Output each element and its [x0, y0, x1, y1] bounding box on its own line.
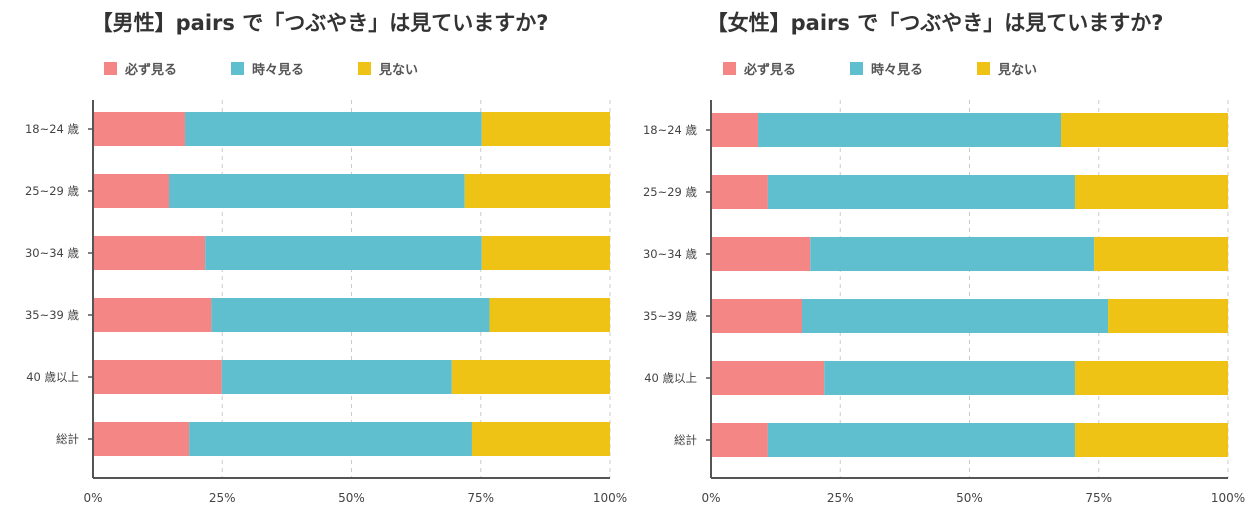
- bar-segment: [93, 236, 206, 270]
- bar-segment: [767, 175, 1075, 209]
- x-tick-label: 100%: [1211, 491, 1245, 505]
- x-tick-label: 50%: [338, 491, 365, 505]
- category-label: 総計: [56, 432, 79, 446]
- x-tick-label: 25%: [209, 491, 236, 505]
- bar-segment: [1074, 175, 1228, 209]
- legend-label: 必ず見る: [124, 62, 177, 78]
- bar-segment: [168, 174, 465, 208]
- bar-segment: [211, 298, 490, 332]
- legend-swatch: [358, 62, 371, 75]
- legend-swatch: [977, 62, 990, 75]
- legend-label: 時々見る: [252, 62, 304, 78]
- x-tick-label: 75%: [467, 491, 494, 505]
- x-tick-label: 75%: [1085, 491, 1112, 505]
- bar-segment: [464, 174, 610, 208]
- category-label: 30~34 歳: [643, 247, 698, 261]
- chart-female: 【女性】pairs で「つぶやき」は見ていますか? 必ず見る 時々見る 見ない 0% 25…: [643, 11, 1245, 505]
- legend-label: 見ない: [997, 63, 1037, 78]
- x-tick-label: 50%: [956, 491, 983, 505]
- x-tick-label: 25%: [827, 491, 854, 505]
- bar-segment: [1094, 237, 1228, 271]
- category-label: 40 歳以上: [644, 371, 697, 385]
- category-label: 40 歳以上: [26, 370, 79, 384]
- bar-segment: [1108, 299, 1228, 333]
- bar-segment: [801, 299, 1109, 333]
- bar-segment: [93, 298, 212, 332]
- category-label: 25~29 歳: [25, 184, 80, 198]
- chart-title: 【女性】pairs で「つぶやき」は見ていますか?: [707, 11, 1164, 35]
- x-tick-label: 0%: [83, 491, 102, 505]
- bar-segment: [767, 423, 1075, 457]
- bar-segment: [758, 113, 1062, 147]
- x-tick-label: 0%: [701, 491, 720, 505]
- bar-segment: [451, 360, 610, 394]
- bar-segment: [711, 423, 768, 457]
- bar-segment: [93, 422, 190, 456]
- chart-male: 【男性】pairs で「つぶやき」は見ていますか? 必ず見る 時々見る 見ない 0% 25…: [25, 11, 627, 505]
- bar-segment: [711, 113, 759, 147]
- legend-label: 時々見る: [871, 62, 923, 78]
- bar-segment: [810, 237, 1095, 271]
- legend-label: 見ない: [378, 63, 418, 78]
- legend-swatch: [231, 62, 244, 75]
- legend-swatch: [104, 62, 117, 75]
- bar-segment: [93, 174, 169, 208]
- bar-segment: [489, 298, 610, 332]
- legend-swatch: [850, 62, 863, 75]
- bar-segment: [481, 236, 610, 270]
- bar-segment: [481, 112, 610, 146]
- bar-segment: [185, 112, 482, 146]
- bar-segment: [189, 422, 472, 456]
- bar-segment: [1074, 361, 1228, 395]
- bar-segment: [1061, 113, 1228, 147]
- legend-label: 必ず見る: [743, 62, 796, 78]
- bar-segment: [93, 360, 222, 394]
- bar-segment: [1074, 423, 1228, 457]
- category-label: 25~29 歳: [643, 185, 698, 199]
- bar-segment: [711, 175, 768, 209]
- chart-title: 【男性】pairs で「つぶやき」は見ていますか?: [92, 11, 549, 35]
- legend-swatch: [723, 62, 736, 75]
- bar-segment: [711, 237, 811, 271]
- x-tick-label: 100%: [593, 491, 627, 505]
- category-label: 18~24 歳: [25, 122, 80, 136]
- category-label: 18~24 歳: [643, 123, 698, 137]
- category-label: 35~39 歳: [25, 308, 80, 322]
- bar-segment: [205, 236, 482, 270]
- category-label: 35~39 歳: [643, 309, 698, 323]
- bar-segment: [824, 361, 1075, 395]
- category-label: 総計: [674, 433, 697, 447]
- category-label: 30~34 歳: [25, 246, 80, 260]
- bar-segment: [471, 422, 610, 456]
- bar-segment: [221, 360, 452, 394]
- bar-segment: [711, 361, 825, 395]
- bar-segment: [711, 299, 802, 333]
- bar-segment: [93, 112, 186, 146]
